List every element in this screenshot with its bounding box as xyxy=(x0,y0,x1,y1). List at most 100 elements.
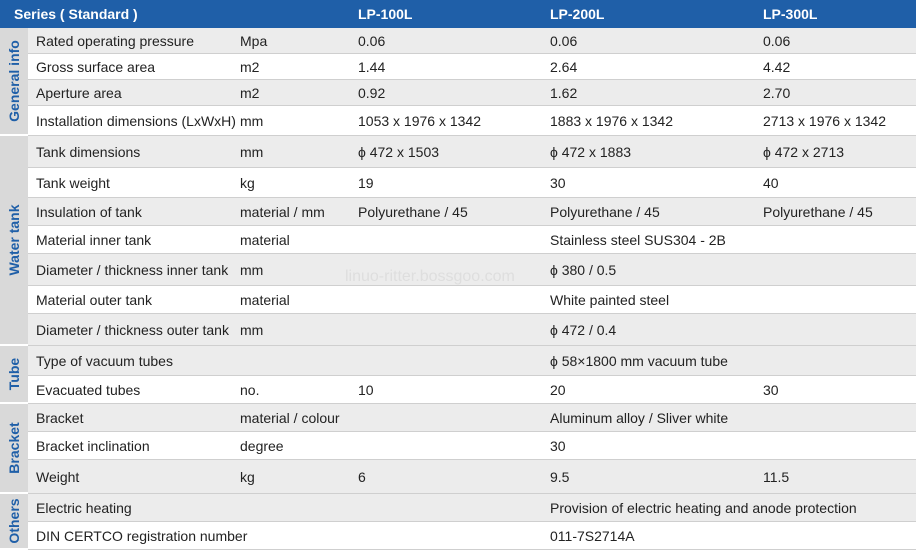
table-row: Tank dimensions mm ϕ 472 x 1503 ϕ 472 x 188… xyxy=(28,136,916,168)
value-lp-300l: Polyurethane / 45 xyxy=(763,203,873,220)
section-label-0: General info xyxy=(0,28,28,136)
model-header-2: LP-200L xyxy=(550,6,605,22)
param-name: Weight xyxy=(36,468,80,485)
value-lp-200l: 011-7S2714A xyxy=(550,527,635,544)
param-unit: mm xyxy=(240,143,264,160)
value-lp-200l: Polyurethane / 45 xyxy=(550,203,660,220)
value-lp-300l: 40 xyxy=(763,174,779,191)
param-name: Bracket xyxy=(36,409,84,426)
param-unit: mm xyxy=(240,112,264,129)
param-name: Gross surface area xyxy=(36,58,156,75)
value-lp-100l: 10 xyxy=(358,381,374,398)
table-row: Type of vacuum tubes ϕ 58×1800 mm vacuum … xyxy=(28,346,916,376)
value-lp-200l: 1883 x 1976 x 1342 xyxy=(550,112,673,129)
param-name: Aperture area xyxy=(36,84,122,101)
value-lp-100l: 1.44 xyxy=(358,58,386,75)
param-unit: degree xyxy=(240,437,284,454)
table-row: Tank weight kg 19 30 40 xyxy=(28,168,916,198)
param-name: Installation dimensions (LxWxH) xyxy=(36,112,236,129)
param-unit: material / colour xyxy=(240,409,340,426)
value-lp-200l: Aluminum alloy / Sliver white xyxy=(550,409,729,426)
table-row: Gross surface area m2 1.44 2.64 4.42 xyxy=(28,54,916,80)
param-name: Diameter / thickness inner tank xyxy=(36,261,229,278)
table-row: Installation dimensions (LxWxH) mm 1053 x … xyxy=(28,106,916,136)
model-header-3: LP-300L xyxy=(763,6,818,22)
param-unit: no. xyxy=(240,381,260,398)
section-label-text: General info xyxy=(6,40,22,122)
param-unit: m2 xyxy=(240,58,260,75)
value-lp-200l: 20 xyxy=(550,381,566,398)
value-lp-200l: White painted steel xyxy=(550,291,670,308)
param-unit: m2 xyxy=(240,84,260,101)
param-unit: Mpa xyxy=(240,32,268,49)
value-lp-100l: 0.06 xyxy=(358,32,386,49)
value-lp-200l: ϕ 472 x 1883 xyxy=(550,143,632,160)
param-name: Material outer tank xyxy=(36,291,152,308)
section-label-text: Others xyxy=(6,498,22,544)
param-name: Insulation of tank xyxy=(36,203,142,220)
value-lp-300l: ϕ 472 x 2713 xyxy=(763,143,845,160)
section-label-2: Tube xyxy=(0,346,28,404)
param-unit: material / mm xyxy=(240,203,325,220)
value-lp-200l: Provision of electric heating and anode … xyxy=(550,499,857,516)
table-row: Diameter / thickness outer tank mm ϕ 472 /… xyxy=(28,314,916,346)
value-lp-200l: 30 xyxy=(550,437,566,454)
value-lp-100l: 6 xyxy=(358,468,366,485)
param-unit: material xyxy=(240,231,290,248)
value-lp-100l: 19 xyxy=(358,174,374,191)
section-label-text: Tube xyxy=(6,357,22,391)
param-name: Diameter / thickness outer tank xyxy=(36,321,229,338)
value-lp-100l: Polyurethane / 45 xyxy=(358,203,468,220)
param-name: Type of vacuum tubes xyxy=(36,352,173,369)
table-row: Bracket inclination degree 30 xyxy=(28,432,916,460)
value-lp-200l: 1.62 xyxy=(550,84,578,101)
param-unit: mm xyxy=(240,321,264,338)
value-lp-200l: ϕ 58×1800 mm vacuum tube xyxy=(550,352,728,369)
table-row: Electric heating Provision of electric he… xyxy=(28,494,916,522)
value-lp-300l: 0.06 xyxy=(763,32,791,49)
param-name: Electric heating xyxy=(36,499,132,516)
param-name: Rated operating pressure xyxy=(36,32,194,49)
table-row: Insulation of tank material / mm Polyureth… xyxy=(28,198,916,226)
series-label: Series ( Standard ) xyxy=(14,6,138,22)
param-name: Bracket inclination xyxy=(36,437,150,454)
table-row: Diameter / thickness inner tank mm ϕ 380 /… xyxy=(28,254,916,286)
section-label-4: Others xyxy=(0,494,28,550)
table-row: Aperture area m2 0.92 1.62 2.70 xyxy=(28,80,916,106)
value-lp-200l: 30 xyxy=(550,174,566,191)
table-row: DIN CERTCO registration number 011-7S2714… xyxy=(28,522,916,550)
param-unit: kg xyxy=(240,174,255,191)
value-lp-300l: 4.42 xyxy=(763,58,791,75)
model-header-1: LP-100L xyxy=(358,6,413,22)
value-lp-100l: 0.92 xyxy=(358,84,386,101)
table-row: Material outer tank material White painted… xyxy=(28,286,916,314)
section-label-3: Bracket xyxy=(0,404,28,494)
table-row: Bracket material / colour Aluminum alloy /… xyxy=(28,404,916,432)
table-row: Evacuated tubes no. 10 20 30 xyxy=(28,376,916,404)
param-name: Tank dimensions xyxy=(36,143,141,160)
value-lp-200l: 9.5 xyxy=(550,468,570,485)
table-row: Rated operating pressure Mpa 0.06 0.06 0.06 xyxy=(28,28,916,54)
watermark-text: linuo-ritter.bossgoo.com xyxy=(345,268,515,285)
param-unit: material xyxy=(240,291,290,308)
param-unit: kg xyxy=(240,468,255,485)
param-name: Tank weight xyxy=(36,174,110,191)
value-lp-100l: 1053 x 1976 x 1342 xyxy=(358,112,481,129)
table-row: Material inner tank material Stainless ste… xyxy=(28,226,916,254)
table-header: Series ( Standard ) LP-100L LP-200L LP-300L xyxy=(0,0,916,28)
value-lp-200l: ϕ 472 / 0.4 xyxy=(550,321,617,338)
section-label-text: Bracket xyxy=(6,422,22,474)
value-lp-200l: 2.64 xyxy=(550,58,578,75)
value-lp-300l: 11.5 xyxy=(763,468,790,485)
value-lp-300l: 30 xyxy=(763,381,779,398)
table-row: Weight kg 6 9.5 11.5 xyxy=(28,460,916,494)
param-unit: mm xyxy=(240,261,264,278)
param-name: Evacuated tubes xyxy=(36,381,141,398)
value-lp-200l: Stainless steel SUS304 - 2B xyxy=(550,231,726,248)
value-lp-300l: 2.70 xyxy=(763,84,791,101)
section-label-1: Water tank xyxy=(0,136,28,346)
value-lp-100l: ϕ 472 x 1503 xyxy=(358,143,440,160)
value-lp-300l: 2713 x 1976 x 1342 xyxy=(763,112,886,129)
value-lp-200l: 0.06 xyxy=(550,32,578,49)
